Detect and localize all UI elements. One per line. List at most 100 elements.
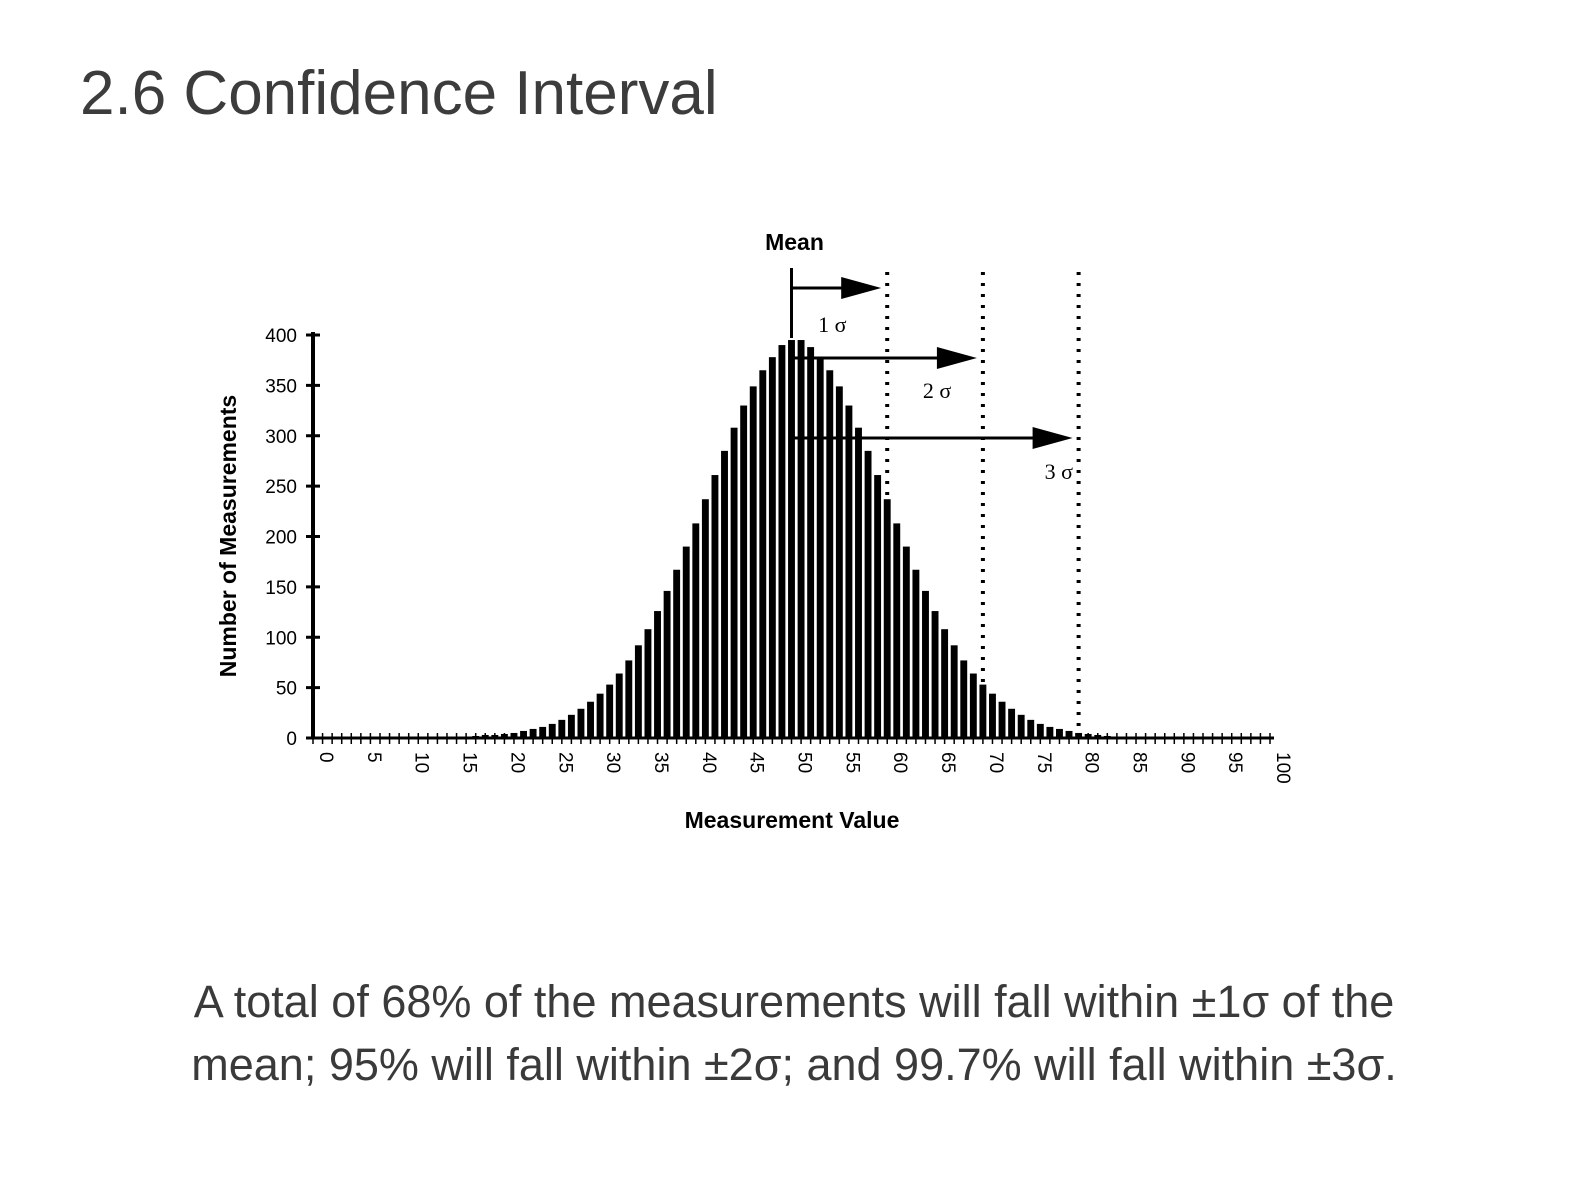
bar-51 [797, 340, 805, 738]
bar-34 [634, 645, 642, 738]
y-tick-label-0: 0 [286, 729, 297, 750]
bar-53 [816, 357, 824, 738]
x-tick-label-90: 90 [1176, 752, 1197, 773]
bar-31 [606, 684, 614, 738]
bar-64 [922, 590, 929, 738]
bar-63 [912, 569, 920, 738]
bar-36 [654, 611, 661, 738]
y-ticks: 0 50 100 150 200 250 300 350 400 [265, 326, 320, 750]
bar-58 [864, 450, 872, 738]
bar-38 [673, 569, 681, 738]
x-tick-label-0: 0 [315, 752, 336, 763]
bar-66 [941, 629, 949, 738]
bar-76 [1036, 723, 1044, 738]
bar-50 [788, 340, 795, 738]
bar-52 [807, 347, 815, 738]
y-tick-label-300: 300 [265, 427, 297, 448]
bar-35 [644, 629, 652, 738]
y-tick-label-200: 200 [265, 528, 297, 549]
caption: A total of 68% of the measurements will … [0, 970, 1588, 1096]
x-tick-label-40: 40 [698, 752, 719, 773]
bar-27 [567, 714, 575, 738]
x-tick-label-95: 95 [1224, 752, 1245, 773]
x-tick-label-45: 45 [746, 752, 767, 773]
bar-73 [1008, 708, 1016, 738]
mean-label: Mean [765, 229, 824, 255]
bar-56 [845, 405, 853, 738]
bar-62 [902, 546, 910, 738]
x-tick-label-65: 65 [937, 752, 958, 773]
bar-54 [826, 370, 834, 738]
bar-37 [663, 590, 671, 738]
bar-41 [701, 499, 709, 738]
bar-74 [1017, 714, 1025, 738]
bar-43 [721, 450, 728, 738]
bar-24 [539, 726, 547, 738]
bar-29 [587, 701, 594, 738]
x-tick-label-85: 85 [1128, 752, 1149, 773]
y-axis-title: Number of Measurements [215, 395, 241, 677]
bar-42 [711, 475, 719, 738]
bar-40 [692, 523, 700, 738]
sigma-label-3: 3 σ [1045, 459, 1074, 484]
x-tick-label-25: 25 [554, 752, 575, 773]
x-tick-label-50: 50 [794, 752, 815, 773]
bar-70 [979, 684, 987, 738]
bars [472, 340, 1111, 738]
bar-60 [883, 499, 891, 738]
bar-26 [558, 719, 566, 738]
bar-75 [1027, 719, 1035, 738]
bar-44 [730, 427, 738, 738]
x-axis-title: Measurement Value [685, 807, 900, 833]
bar-46 [749, 386, 757, 738]
x-tick-label-60: 60 [889, 752, 910, 773]
bar-30 [596, 693, 604, 738]
x-tick-label-55: 55 [841, 752, 862, 773]
bar-39 [682, 546, 690, 738]
bar-33 [625, 660, 633, 738]
bar-77 [1046, 726, 1054, 738]
bar-67 [950, 645, 958, 738]
slide-title: 2.6 Confidence Interval [80, 59, 718, 128]
bar-69 [969, 673, 977, 738]
y-tick-label-150: 150 [265, 578, 297, 599]
x-tick-label-5: 5 [363, 752, 384, 763]
bar-59 [874, 475, 882, 738]
y-tick-label-350: 350 [265, 376, 297, 397]
y-tick-label-50: 50 [276, 679, 297, 700]
bar-61 [893, 523, 901, 738]
x-tick-label-75: 75 [1033, 752, 1054, 773]
x-tick-label-10: 10 [411, 752, 432, 773]
y-tick-label-100: 100 [265, 628, 297, 649]
sigma-arrows: 1 σ 2 σ 3 σ [791, 277, 1074, 484]
bar-57 [855, 427, 862, 738]
bar-48 [768, 357, 776, 738]
x-tick-label-30: 30 [602, 752, 623, 773]
y-tick-label-250: 250 [265, 477, 297, 498]
bar-71 [989, 693, 996, 738]
bar-28 [577, 708, 585, 738]
bar-32 [615, 673, 623, 738]
x-tick-label-80: 80 [1081, 752, 1102, 773]
bar-47 [759, 370, 767, 738]
caption-line-2: mean; 95% will fall within ±2σ; and 99.7… [191, 1039, 1397, 1090]
bar-25 [548, 723, 556, 738]
sigma-lines [885, 272, 1081, 736]
x-tick-label-15: 15 [459, 752, 480, 773]
x-ticks: 0 5 10 15 20 25 30 35 40 45 50 55 60 65 70 75 80 85 90 95 10… [315, 752, 1293, 784]
x-tick-label-70: 70 [985, 752, 1006, 773]
bar-72 [998, 701, 1006, 738]
sigma-arrow-head-3 [1032, 427, 1073, 449]
x-tick-label-100: 100 [1272, 752, 1293, 784]
sigma-arrow-head-1 [841, 277, 882, 299]
x-tick-label-20: 20 [506, 752, 527, 773]
sigma-label-2: 2 σ [923, 378, 952, 403]
bar-55 [835, 386, 843, 738]
bar-49 [778, 345, 786, 738]
caption-line-1: A total of 68% of the measurements will … [193, 976, 1395, 1027]
x-tick-label-35: 35 [650, 752, 671, 773]
bar-68 [960, 660, 968, 738]
sigma-label-1: 1 σ [818, 312, 847, 337]
y-tick-label-400: 400 [265, 326, 297, 347]
